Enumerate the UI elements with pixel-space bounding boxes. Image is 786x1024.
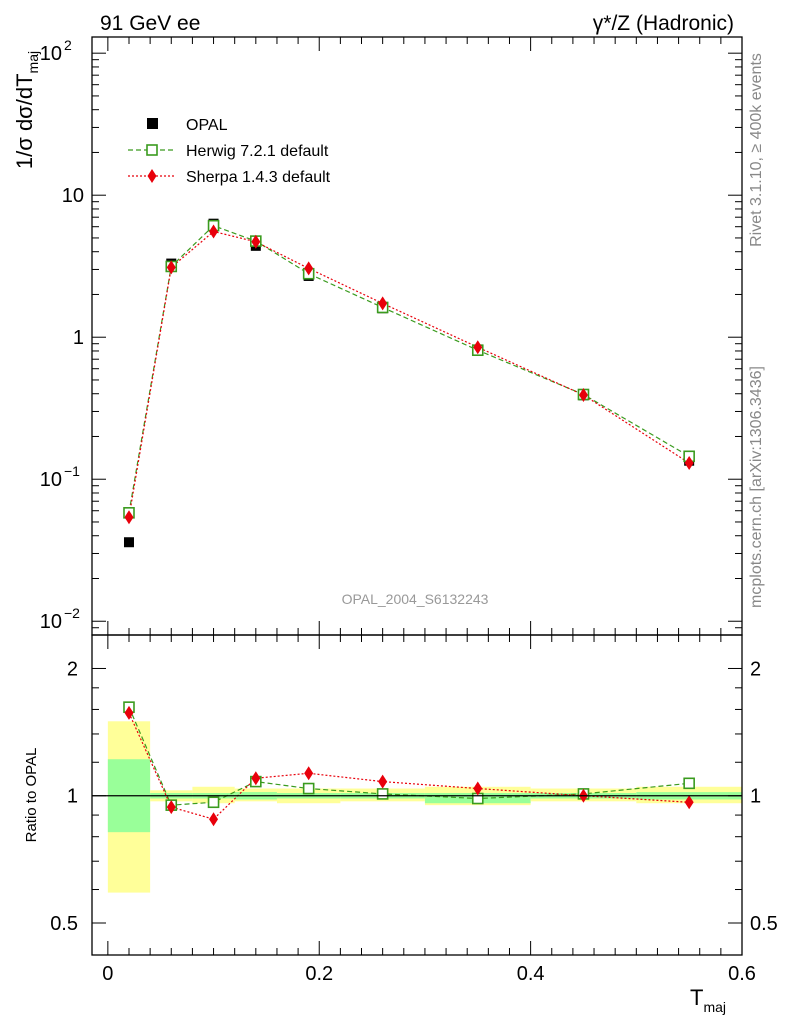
main-series-lines [128, 224, 690, 518]
ratio-markers [123, 701, 695, 827]
sherpa-ratio-point [473, 781, 483, 796]
legend-herwig-marker [146, 144, 158, 156]
ratio-axis-title: Ratio to OPAL [23, 748, 40, 843]
sherpa-ratio-line [128, 712, 690, 820]
herwig-ratio-point [683, 777, 695, 790]
x-tick-label: 0.2 [305, 963, 333, 985]
legend-opal-marker [147, 118, 158, 129]
y-tick-label: 10 [40, 43, 62, 65]
ratio-y-tick-label: 0.5 [50, 913, 78, 935]
herwig-ratio-point [207, 796, 220, 809]
main-markers [123, 218, 695, 548]
opal-point [123, 537, 134, 548]
sherpa-point [578, 387, 588, 402]
ratio-y-tick-label-right: 0.5 [750, 913, 778, 935]
x-axis-title: Tmaj [690, 985, 726, 1015]
sherpa-point [209, 224, 219, 239]
x-tick-label: 0 [102, 963, 113, 985]
legend: OPAL Herwig 7.2.1 default Sherpa 1.4.3 def… [128, 117, 331, 186]
analysis-id: OPAL_2004_S6132243 [342, 591, 489, 607]
y-tick-exponent: −1 [64, 463, 80, 479]
sherpa-ratio-point [251, 771, 261, 786]
mcplots-label: mcplots.cern.ch [arXiv:1306.3436] [748, 366, 765, 608]
legend-label: Herwig 7.2.1 default [186, 143, 329, 160]
y-tick-exponent: 2 [64, 37, 72, 53]
x-axis-title-subscript: maj [703, 999, 726, 1015]
y-tick-label: 10 [40, 469, 62, 491]
sherpa-ratio-point [684, 795, 694, 810]
rivet-label: Rivet 3.1.10, ≥ 400k events [748, 53, 765, 247]
x-tick-label: 0.4 [517, 963, 545, 985]
legend-sherpa-marker [147, 169, 157, 183]
sherpa-point [378, 296, 388, 311]
header-right: γ*/Z (Hadronic) [593, 12, 734, 35]
sherpa-point [473, 340, 483, 355]
sherpa-line [128, 230, 690, 518]
herwig-ratio-point [376, 788, 389, 800]
x-tick-label: 0.6 [728, 963, 756, 985]
ratio-y-tick-label: 1 [67, 786, 78, 808]
ratio-y-tick-label-right: 1 [750, 786, 761, 808]
sherpa-point [304, 261, 314, 276]
herwig-ratio-point [302, 782, 315, 795]
legend-label: Sherpa 1.4.3 default [186, 169, 331, 186]
sherpa-point [166, 260, 176, 275]
y-tick-label: 1 [73, 327, 84, 349]
sherpa-ratio-point [166, 800, 176, 815]
legend-label: OPAL [186, 117, 228, 134]
ratio-frame [91, 634, 743, 956]
y-tick-label: 10 [40, 611, 62, 633]
ratio-y-tick-label: 2 [67, 658, 78, 680]
uncertainty-bands [107, 721, 742, 893]
sherpa-point [251, 234, 261, 249]
header-left: 91 GeV ee [100, 12, 200, 35]
sherpa-ratio-point [304, 766, 314, 781]
ratio-y-tick-label-right: 2 [750, 658, 761, 680]
sherpa-ratio-point [124, 705, 134, 720]
herwig-line [128, 224, 690, 513]
y-axis-title-subscript: maj [25, 51, 41, 74]
sherpa-point [684, 456, 694, 471]
sherpa-ratio-point [209, 812, 219, 827]
y-tick-exponent: −2 [64, 605, 80, 621]
y-axis-title: 1/σ dσ/dTmaj [12, 51, 41, 169]
y-tick-label: 10 [62, 185, 84, 207]
sherpa-point [124, 510, 134, 525]
sherpa-ratio-point [378, 774, 388, 789]
